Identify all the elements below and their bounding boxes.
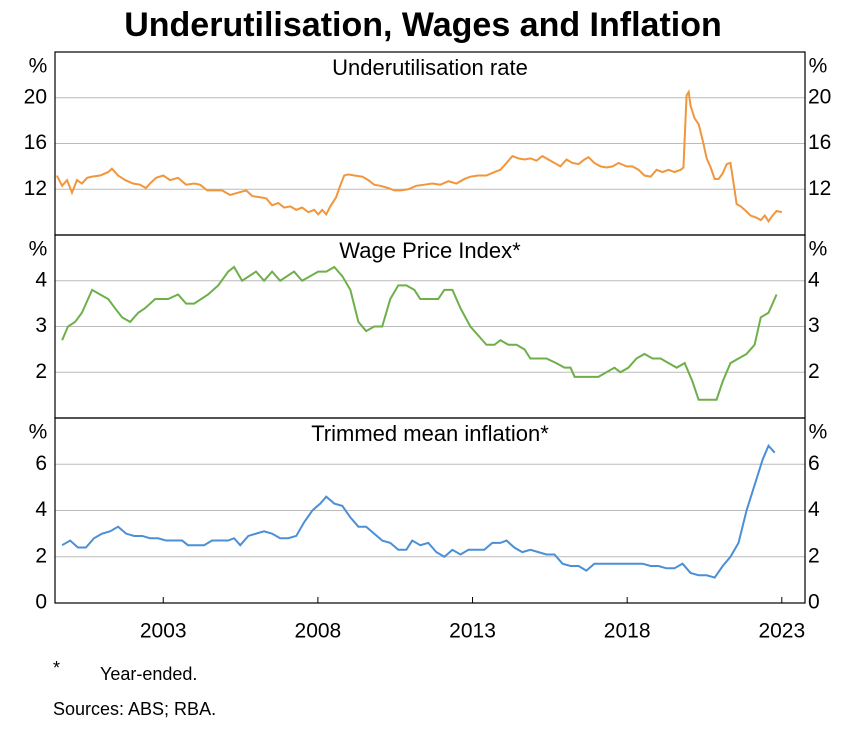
sources: Sources: ABS; RBA.: [53, 699, 216, 719]
y-tick-label: 20: [24, 85, 47, 108]
y2-tick-label: 12: [808, 177, 831, 200]
x-tick-label: 2018: [604, 620, 651, 643]
y-tick-label: 2: [35, 544, 47, 567]
y-unit: %: [29, 421, 48, 444]
x-tick-label: 2023: [758, 620, 805, 643]
y-unit: %: [29, 55, 48, 78]
y-tick-label: 4: [35, 268, 47, 291]
x-tick-label: 2003: [140, 620, 187, 643]
panel-title: Underutilisation rate: [332, 55, 528, 80]
y2-unit: %: [809, 238, 828, 261]
y2-tick-label: 4: [808, 498, 820, 521]
y-tick-label: 0: [35, 591, 47, 614]
series-line: [61, 443, 776, 579]
y-tick-label: 16: [24, 131, 47, 154]
chart-title: Underutilisation, Wages and Inflation: [124, 6, 722, 44]
y2-tick-label: 6: [808, 452, 820, 475]
y2-unit: %: [809, 55, 828, 78]
y2-tick-label: 0: [808, 591, 820, 614]
series-line: [61, 265, 778, 401]
y2-tick-label: 16: [808, 131, 831, 154]
y2-unit: %: [809, 421, 828, 444]
y-tick-label: 3: [35, 314, 47, 337]
y2-tick-label: 2: [808, 360, 820, 383]
y2-tick-label: 3: [808, 314, 820, 337]
panel-title: Trimmed mean inflation*: [311, 421, 549, 446]
series-line: [55, 89, 783, 224]
y-unit: %: [29, 238, 48, 261]
y2-tick-label: 2: [808, 544, 820, 567]
y2-tick-label: 20: [808, 85, 831, 108]
panel-title: Wage Price Index*: [339, 238, 521, 263]
y-tick-label: 4: [35, 498, 47, 521]
panel-frame: [54, 417, 806, 604]
x-tick-label: 2013: [449, 620, 496, 643]
x-tick-label: 2008: [295, 620, 342, 643]
y-tick-label: 2: [35, 360, 47, 383]
y-tick-label: 12: [24, 177, 47, 200]
y2-tick-label: 4: [808, 268, 820, 291]
footnote-marker: *: [53, 658, 60, 678]
footnote: Year-ended.: [100, 664, 197, 684]
y-tick-label: 6: [35, 452, 47, 475]
